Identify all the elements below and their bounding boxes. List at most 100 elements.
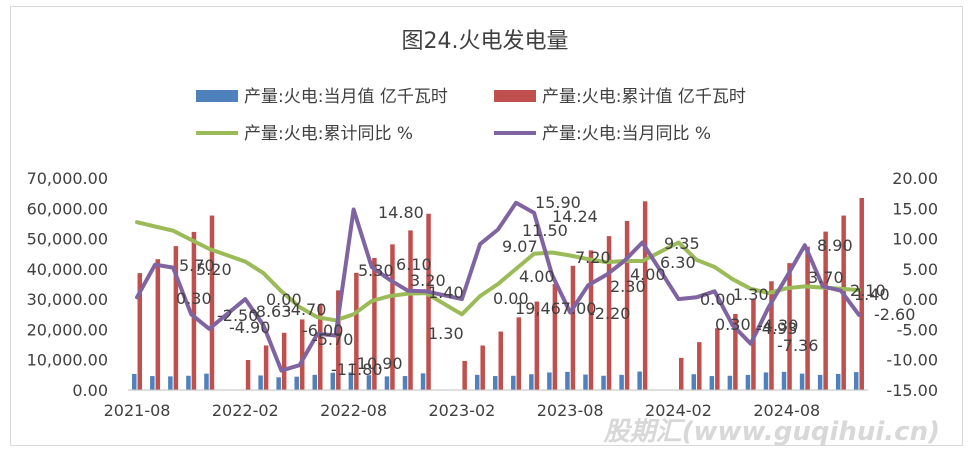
- bar-monthly-value: [402, 376, 408, 390]
- line-cumulative-yoy: [135, 220, 861, 323]
- data-label: -2.60: [874, 305, 915, 324]
- data-label: 3.20: [410, 271, 446, 290]
- left-tick-label: 60,000.00: [27, 199, 108, 218]
- bar-cumulative-value: [173, 246, 179, 390]
- data-label: -11.80: [331, 360, 383, 379]
- x-tick-label: 2024-02: [645, 401, 712, 420]
- legend-label-cumulative-value: 产量:火电:累计值 亿千瓦时: [542, 87, 746, 107]
- data-label: 6.30: [660, 253, 696, 272]
- left-tick-label: 0.00: [72, 381, 108, 400]
- bar-monthly-value: [366, 375, 372, 390]
- bar-monthly-value: [601, 375, 606, 390]
- bar-monthly-value: [835, 373, 841, 390]
- bar-monthly-value: [565, 371, 570, 390]
- bar-cumulative-value: [823, 231, 828, 390]
- bar-monthly-value: [547, 372, 552, 390]
- bar-monthly-value: [817, 374, 823, 390]
- bar-monthly-value: [745, 374, 751, 390]
- x-tick-label: 2021-08: [104, 401, 171, 420]
- bars: [132, 197, 864, 390]
- data-label: -2.50: [217, 306, 258, 325]
- data-label: 0.30: [715, 315, 751, 334]
- data-label: 5.30: [358, 261, 394, 280]
- data-label: 5.70: [179, 256, 215, 275]
- bar-monthly-value: [583, 374, 588, 390]
- bar-cumulative-value: [191, 231, 197, 390]
- data-labels: 0.305.705.20-2.50-4.900.00-8.63-4.70-5.7…: [176, 193, 915, 379]
- bar-cumulative-value: [678, 357, 684, 390]
- data-label: 8.90: [817, 236, 853, 255]
- bar-monthly-value: [474, 374, 480, 390]
- right-tick-label: 10.00: [892, 230, 938, 249]
- x-tick-label: 2022-08: [320, 401, 387, 420]
- data-label: 0.30: [176, 289, 212, 308]
- data-label: 6.10: [396, 255, 432, 274]
- right-tick-label: -10.00: [886, 351, 938, 370]
- data-label: -8.63: [250, 302, 291, 321]
- chart-frame: [10, 6, 963, 446]
- legend-swatch-cumulative-value: [494, 90, 536, 102]
- bar-monthly-value: [619, 374, 624, 390]
- left-tick-label: 40,000.00: [27, 260, 108, 279]
- data-label: 7.20: [575, 248, 611, 267]
- bar-monthly-value: [132, 373, 137, 390]
- bar-monthly-value: [781, 371, 787, 390]
- line-monthly-yoy: [135, 200, 861, 373]
- bar-cumulative-value: [354, 272, 359, 390]
- bar-cumulative-value: [552, 284, 558, 390]
- bar-cumulative-value: [715, 328, 720, 390]
- bar-monthly-value: [709, 376, 715, 390]
- bar-cumulative-value: [787, 263, 792, 390]
- left-tick-label: 70,000.00: [27, 169, 108, 188]
- bar-monthly-value: [312, 374, 318, 390]
- left-tick-label: 50,000.00: [27, 230, 108, 249]
- watermark: 股期汇(www.guqihui.cn): [603, 417, 940, 447]
- bar-cumulative-value: [588, 250, 594, 390]
- data-label: -4.70: [285, 300, 326, 319]
- bar-cumulative-value: [534, 301, 540, 390]
- data-label: 9.35: [664, 234, 700, 253]
- data-label: 5.20: [196, 260, 232, 279]
- bar-monthly-value: [763, 372, 769, 390]
- bar-cumulative-value: [209, 215, 215, 390]
- bar-cumulative-value: [733, 313, 738, 390]
- left-tick-label: 10,000.00: [27, 351, 108, 370]
- data-label: 3.70: [808, 268, 844, 287]
- bar-cumulative-value: [516, 317, 522, 390]
- data-label: 1.40: [854, 285, 890, 304]
- data-label: -4.90: [229, 318, 270, 337]
- legend-swatch-monthly-value: [196, 90, 238, 102]
- data-label: 15.90: [535, 193, 581, 212]
- legend-label-monthly-value: 产量:火电:当月值 亿千瓦时: [244, 87, 448, 107]
- right-tick-label: -15.00: [886, 381, 938, 400]
- data-label: -2.20: [589, 304, 630, 323]
- data-label: 14.24: [552, 207, 598, 226]
- data-label: -7.36: [777, 336, 818, 355]
- left-tick-label: 30,000.00: [27, 290, 108, 309]
- bar-monthly-value: [204, 373, 209, 390]
- data-label: 2.30: [610, 277, 646, 296]
- data-label: -4.30: [757, 316, 798, 335]
- data-label: 2.10: [850, 281, 886, 300]
- bar-cumulative-value: [805, 246, 810, 390]
- data-label: -6.00: [302, 321, 343, 340]
- legend-label-cumulative-yoy: 产量:火电:累计同比 %: [244, 124, 413, 144]
- bar-cumulative-value: [841, 215, 846, 390]
- bar-monthly-value: [511, 375, 516, 390]
- bar-cumulative-value: [281, 332, 287, 390]
- data-label: 1.30: [428, 324, 464, 343]
- right-axis: -15.00 -10.00 -5.00 0.00 5.00 10.00 15.00 20.00: [886, 169, 938, 400]
- bar-cumulative-value: [751, 298, 756, 390]
- bar-cumulative-value: [480, 345, 485, 390]
- x-tick-label: 2022-02: [212, 401, 279, 420]
- bar-monthly-value: [529, 374, 534, 390]
- bar-cumulative-value: [245, 360, 251, 390]
- bar-cumulative-value: [859, 197, 864, 390]
- data-label: -5.70: [312, 330, 353, 349]
- legend: 产量:火电:当月值 亿千瓦时 产量:火电:累计值 亿千瓦时 产量:火电:累计同比…: [196, 87, 746, 144]
- right-tick-label: 20.00: [892, 169, 938, 188]
- bar-monthly-value: [294, 376, 299, 390]
- bar-cumulative-value: [318, 304, 323, 390]
- bar-cumulative-value: [462, 360, 467, 390]
